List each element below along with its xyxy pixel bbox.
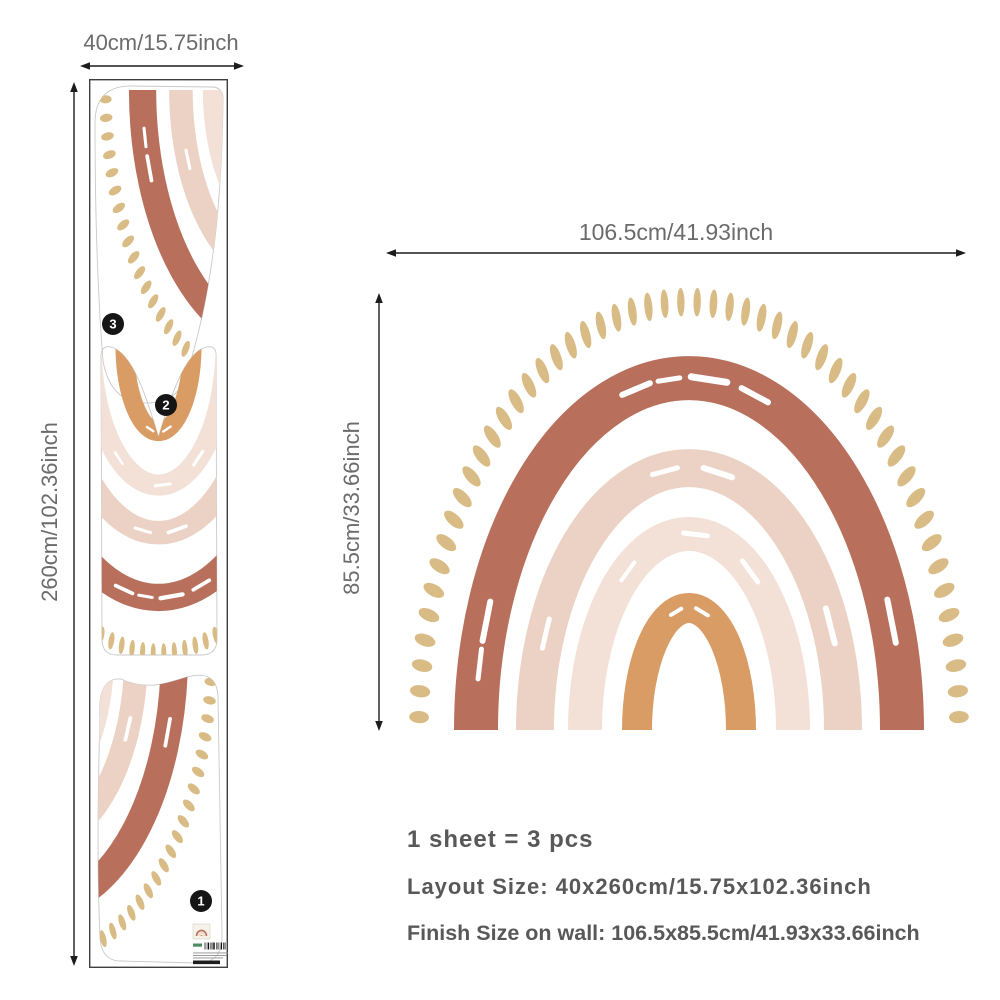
die-cut-outline-piece-2 <box>100 346 218 656</box>
svg-text:1: 1 <box>197 894 204 909</box>
svg-text:3: 3 <box>109 317 116 332</box>
finish-width-arrow <box>386 249 966 257</box>
finish-height-arrow <box>375 293 383 731</box>
rainbow-piece-1-art <box>98 675 217 948</box>
spec-finish-size: Finish Size on wall: 106.5x85.5cm/41.93x… <box>407 921 920 945</box>
sheet-width-label: 40cm/15.75inch <box>83 30 239 55</box>
finish-width-label: 106.5cm/41.93inch <box>578 219 774 245</box>
sheet-height-label: 260cm/102.36inch <box>37 422 62 602</box>
spec-sheet-count: 1 sheet = 3 pcs <box>407 826 594 853</box>
finish-height-label: 85.5cm/33.66inch <box>339 421 364 595</box>
sheet-width-arrow <box>80 62 244 70</box>
piece-badge-1: 1 <box>190 890 212 912</box>
spec-layout-size: Layout Size: 40x260cm/15.75x102.36inch <box>407 874 872 899</box>
assembled-rainbow-art <box>409 287 969 731</box>
piece-badge-3: 3 <box>102 313 124 335</box>
piece-badge-2: 2 <box>155 394 177 416</box>
piece-number-badges: 3 2 1 <box>102 313 212 912</box>
sticker-sheet: 3 2 1 <box>89 79 228 968</box>
sheet-product-label <box>192 923 228 965</box>
sheet-height-arrow <box>70 82 78 966</box>
svg-text:2: 2 <box>162 398 169 413</box>
